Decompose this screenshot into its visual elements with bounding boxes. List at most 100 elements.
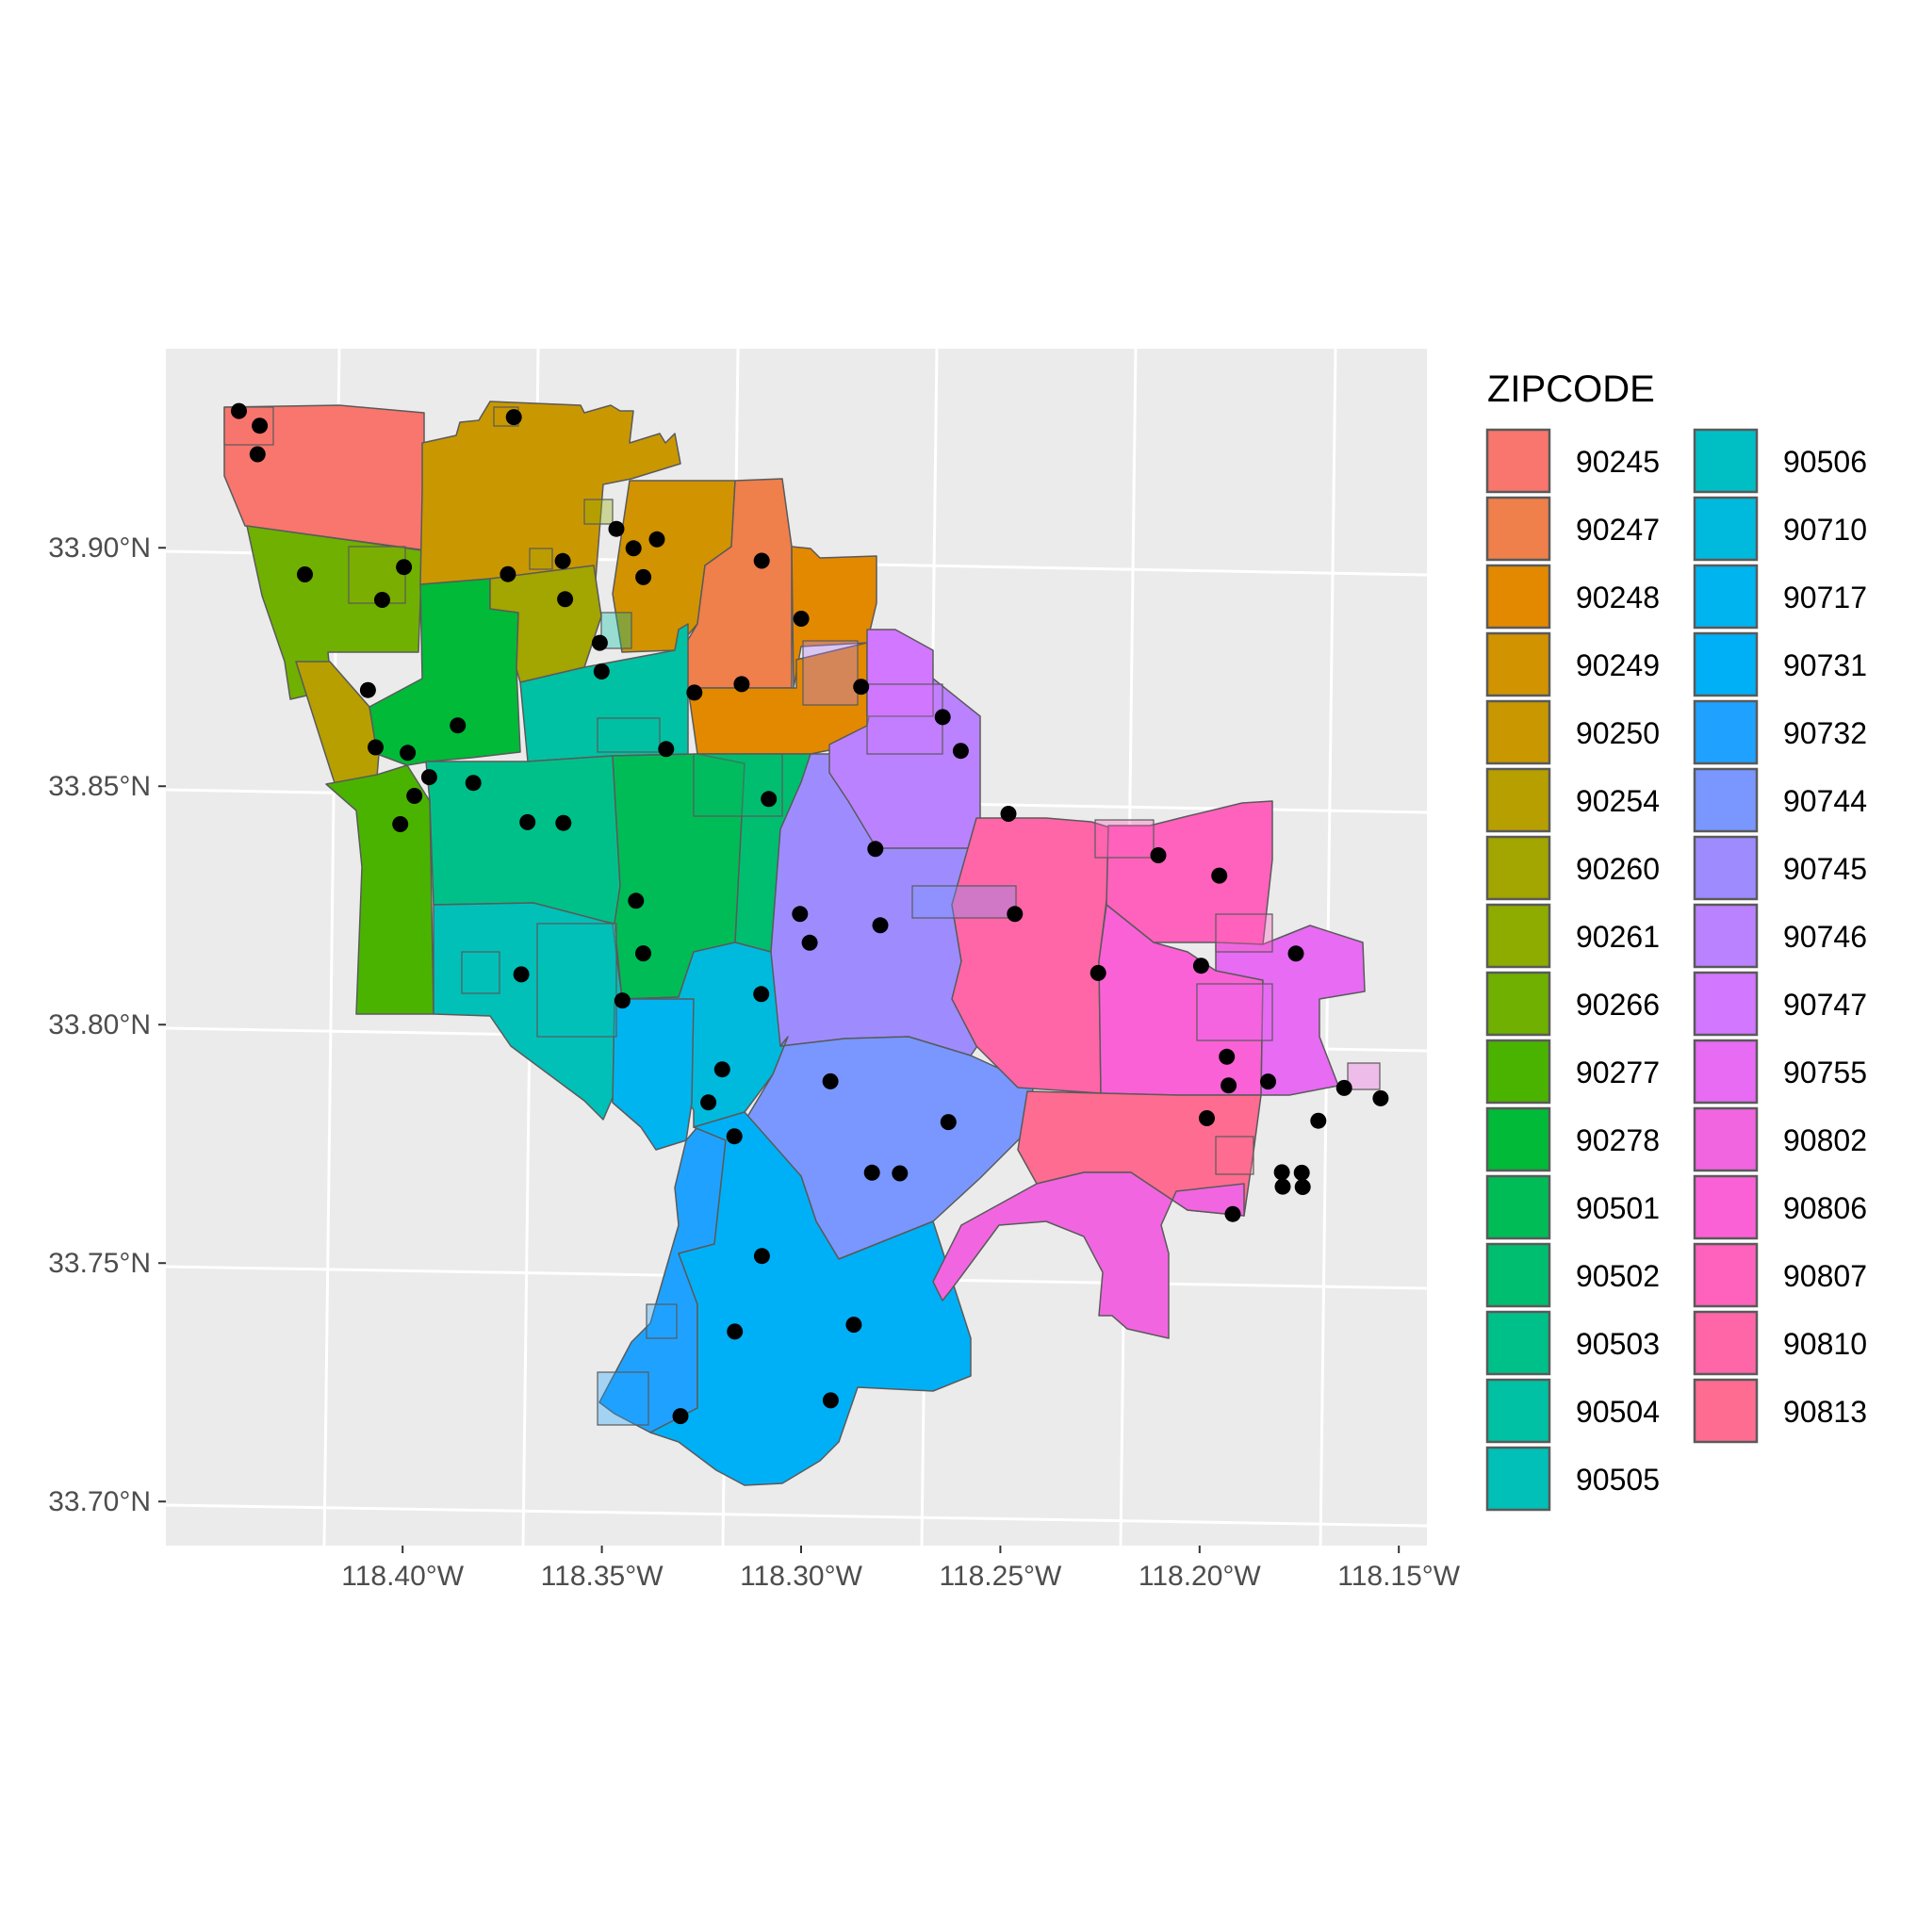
y-tick-label: 33.85°N	[48, 771, 151, 802]
legend-label: 90254	[1576, 784, 1660, 818]
legend-entry-90261: 90261	[1485, 903, 1660, 969]
zip-90254	[295, 661, 380, 787]
parcel-overlay	[348, 546, 406, 604]
point-marker	[863, 1164, 880, 1181]
legend-label: 90810	[1783, 1327, 1867, 1361]
point-marker	[359, 681, 376, 698]
point-marker	[845, 1317, 862, 1334]
point-marker	[1192, 958, 1209, 974]
point-marker	[628, 892, 645, 909]
legend-key	[1693, 1242, 1759, 1308]
x-tick-label: 118.15°W	[1337, 1561, 1461, 1592]
point-marker	[505, 409, 522, 426]
legend-entry-90247: 90247	[1485, 496, 1660, 562]
legend-key	[1485, 699, 1551, 765]
point-marker	[374, 592, 390, 608]
legend-key	[1485, 835, 1551, 901]
point-marker	[658, 741, 675, 758]
point-marker	[465, 775, 482, 792]
legend-entry-90506: 90506	[1693, 428, 1867, 494]
legend-entry-90732: 90732	[1693, 699, 1867, 765]
legend-entries: 90245 90247 90248 90249 90250 90254 90260 90261…	[1485, 428, 1867, 1512]
parcel-overlay	[866, 683, 943, 755]
point-marker	[853, 679, 870, 696]
legend-label: 90247	[1576, 513, 1660, 547]
legend-key	[1693, 1106, 1759, 1172]
legend-key	[1693, 564, 1759, 630]
legend-key	[1693, 496, 1759, 562]
legend-entry-90260: 90260	[1485, 835, 1660, 901]
legend-label: 90278	[1576, 1123, 1660, 1157]
legend-key	[1693, 699, 1759, 765]
parcel-overlay	[1215, 913, 1273, 953]
zip-90731	[649, 1111, 972, 1486]
point-marker	[450, 717, 467, 734]
point-marker	[1150, 847, 1167, 863]
legend-label: 90505	[1576, 1463, 1660, 1497]
legend-entry-90746: 90746	[1693, 903, 1867, 969]
point-marker	[396, 559, 413, 576]
legend-entry-90504: 90504	[1485, 1378, 1660, 1444]
point-marker	[934, 709, 951, 726]
point-marker	[1287, 945, 1304, 962]
legend-label: 90506	[1783, 445, 1867, 479]
legend-label: 90502	[1576, 1259, 1660, 1293]
legend-key	[1485, 1446, 1551, 1512]
legend-entry-90802: 90802	[1693, 1106, 1867, 1172]
legend-key	[1693, 835, 1759, 901]
point-marker	[892, 1165, 909, 1182]
legend-label: 90802	[1783, 1123, 1867, 1157]
gridline-lat-33-70	[166, 1503, 1427, 1528]
legend-key	[1693, 767, 1759, 833]
point-marker	[686, 684, 703, 701]
legend-key	[1485, 767, 1551, 833]
legend-key	[1485, 1242, 1551, 1308]
point-marker	[1335, 1079, 1352, 1096]
point-marker	[500, 565, 516, 582]
point-marker	[249, 446, 266, 463]
legend-label: 90745	[1783, 852, 1867, 886]
legend-label: 90755	[1783, 1056, 1867, 1089]
legend-entry-90806: 90806	[1693, 1174, 1867, 1240]
point-marker	[867, 841, 884, 858]
parcel-overlay	[1347, 1062, 1381, 1090]
legend-label: 90248	[1576, 581, 1660, 614]
point-marker	[519, 813, 536, 830]
point-marker	[761, 791, 778, 808]
legend-label: 90260	[1576, 852, 1660, 886]
x-tick-label: 118.40°W	[341, 1561, 465, 1592]
legend-label: 90503	[1576, 1327, 1660, 1361]
legend-entry-90502: 90502	[1485, 1242, 1660, 1308]
legend-entry-90731: 90731	[1693, 631, 1867, 697]
zip-90503	[425, 755, 621, 925]
legend-key	[1693, 1039, 1759, 1105]
legend-key	[1485, 1106, 1551, 1172]
legend-label: 90744	[1783, 784, 1867, 818]
legend-label: 90250	[1576, 716, 1660, 750]
legend-label: 90717	[1783, 581, 1867, 614]
legend-entry-90249: 90249	[1485, 631, 1660, 697]
legend-label: 90807	[1783, 1259, 1867, 1293]
legend-key	[1485, 1378, 1551, 1444]
x-axis: 118.40°W 118.35°W 118.30°W 118.25°W 118.20°W…	[341, 1546, 1461, 1592]
legend-label: 90277	[1576, 1056, 1660, 1089]
point-marker	[420, 769, 437, 786]
point-marker	[1260, 1073, 1276, 1090]
legend-key	[1485, 428, 1551, 494]
legend-key	[1693, 1310, 1759, 1376]
parcel-overlay	[529, 548, 553, 570]
legend-entry-90745: 90745	[1693, 835, 1867, 901]
point-marker	[1000, 806, 1017, 822]
point-marker	[1310, 1112, 1327, 1129]
point-marker	[1274, 1178, 1291, 1195]
point-marker	[733, 676, 750, 693]
legend-key	[1485, 1039, 1551, 1105]
point-marker	[555, 814, 572, 831]
legend-entry-90710: 90710	[1693, 496, 1867, 562]
point-marker	[792, 906, 809, 923]
point-marker	[1007, 906, 1024, 923]
parcel-overlay	[461, 951, 500, 994]
y-tick-label: 33.80°N	[48, 1009, 151, 1040]
legend-label: 90501	[1576, 1191, 1660, 1225]
